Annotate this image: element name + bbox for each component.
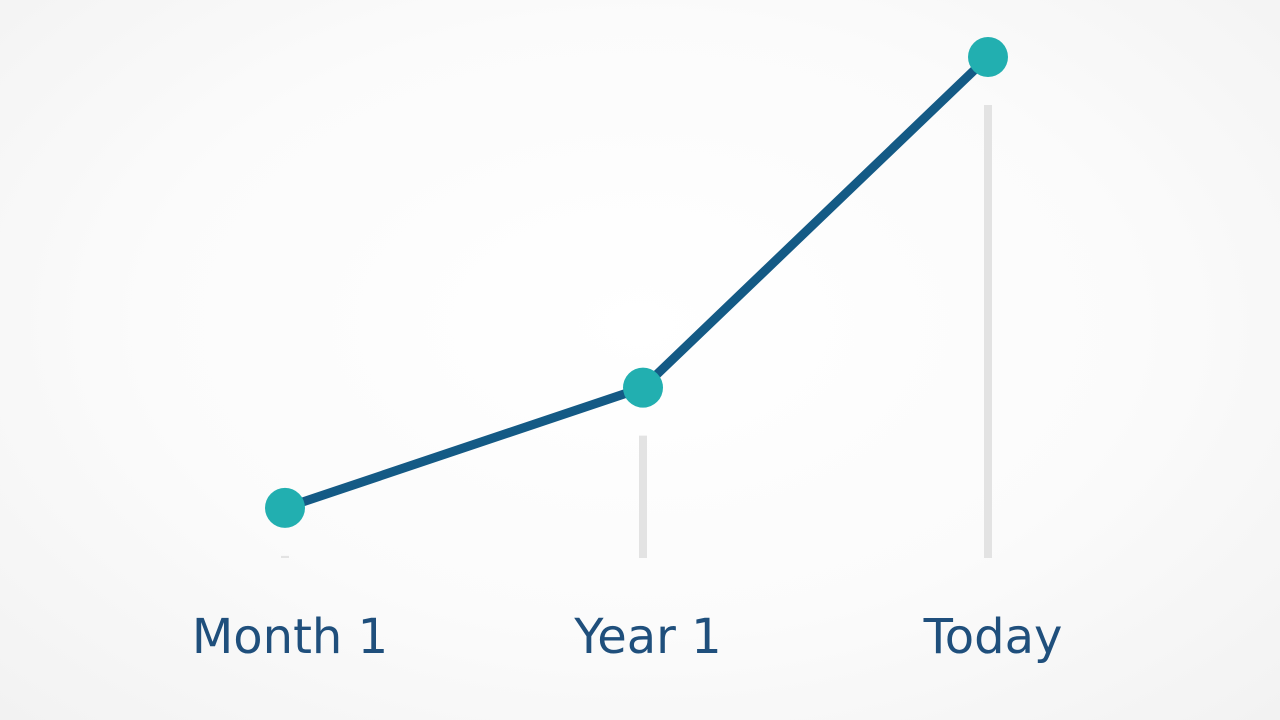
- x-label: Month 1: [192, 609, 388, 665]
- point: [968, 37, 1008, 77]
- point: [623, 367, 663, 408]
- x-label: Today: [923, 609, 1063, 665]
- point: [265, 487, 305, 528]
- x-label: Year 1: [573, 609, 721, 665]
- line: [283, 53, 992, 513]
